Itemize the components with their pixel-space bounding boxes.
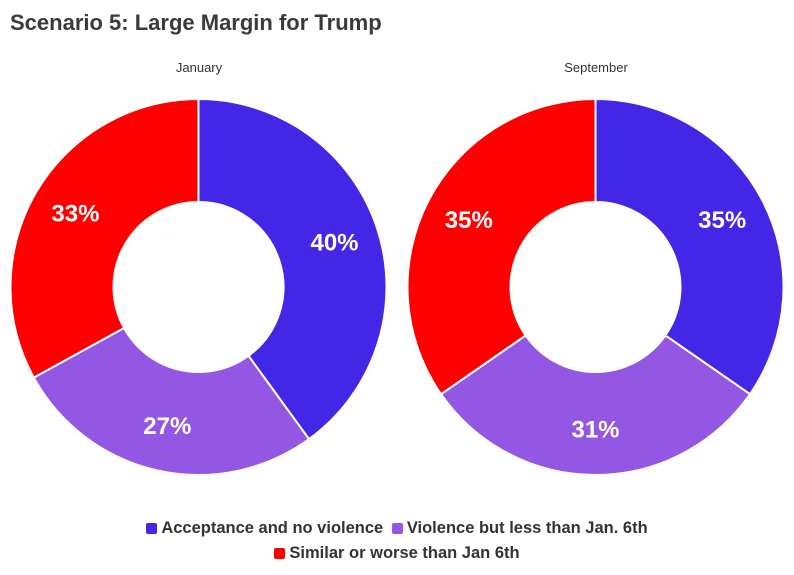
legend-item-violence-less: Violence but less than Jan. 6th [391, 516, 648, 541]
legend: Acceptance and no violence Violence but … [0, 516, 794, 566]
legend-swatch-acceptance [146, 523, 158, 534]
january-label-acceptance: 40% [310, 229, 358, 256]
january-subtitle: January [175, 60, 223, 75]
january-slice-acceptance [197, 97, 388, 441]
september-slice-similar-worse [406, 97, 597, 396]
legend-label-violence-less: Violence but less than Jan. 6th [406, 519, 648, 537]
september-subtitle: September [564, 60, 628, 75]
september-label-similar-worse: 35% [445, 207, 493, 234]
chart-title: Scenario 5: Large Margin for Trump [10, 10, 382, 35]
january-slice-similar-worse [9, 97, 200, 379]
legend-label-acceptance: Acceptance and no violence [161, 519, 384, 537]
january-label-violence-less: 27% [143, 413, 191, 440]
legend-label-similar-worse: Similar or worse than Jan 6th [289, 544, 520, 562]
september-label-acceptance: 35% [698, 207, 746, 234]
january-label-similar-worse: 33% [51, 201, 99, 228]
legend-swatch-violence-less [391, 523, 403, 534]
january-donut-chart: 40% 27% 33% [9, 97, 388, 476]
legend-item-similar-worse: Similar or worse than Jan 6th [274, 541, 520, 566]
legend-swatch-similar-worse [274, 548, 286, 559]
january-slice-violence-less [32, 326, 311, 476]
september-slice-violence-less [439, 334, 752, 476]
legend-item-acceptance: Acceptance and no violence [146, 516, 383, 541]
september-donut-chart: 35% 31% 35% [406, 97, 785, 476]
september-slice-acceptance [594, 97, 785, 396]
september-label-violence-less: 31% [571, 417, 619, 444]
